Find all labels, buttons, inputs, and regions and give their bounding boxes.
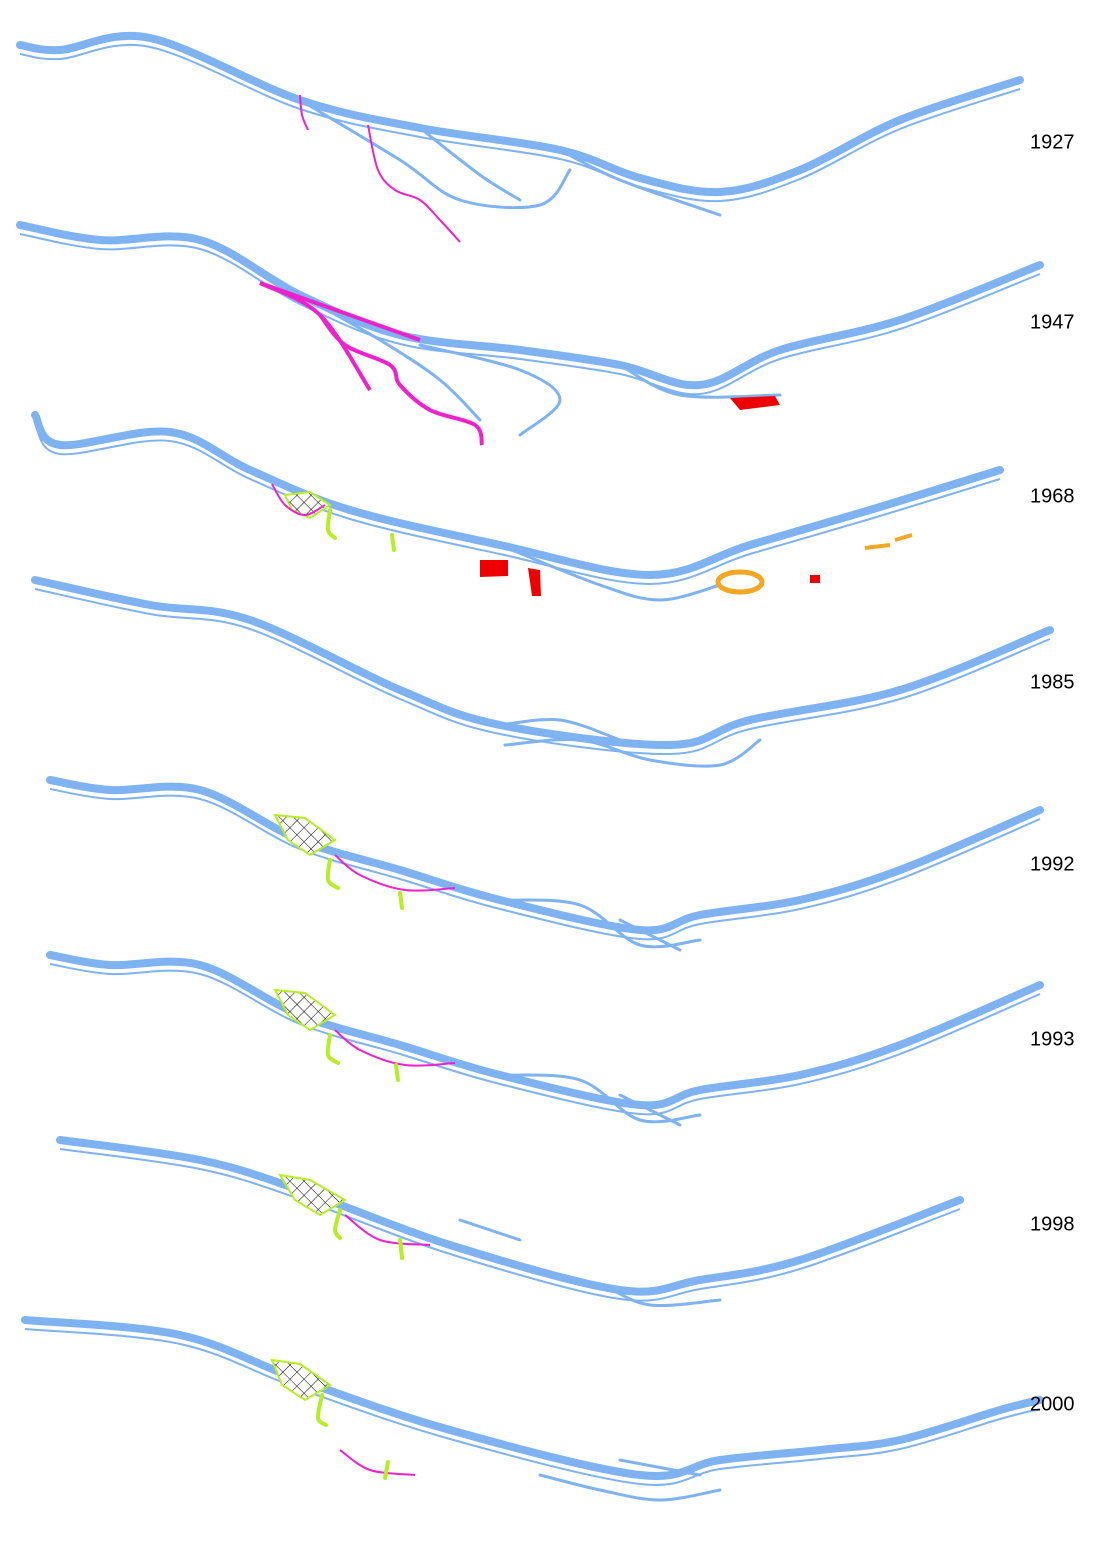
- side-channel: [300, 295, 480, 420]
- magenta-line: [260, 283, 420, 340]
- side-channel: [420, 345, 560, 435]
- secondary-channel: [25, 1329, 1040, 1485]
- main-channel: [60, 1140, 960, 1292]
- green-structure: [400, 893, 402, 908]
- map-panel: 1998: [60, 1140, 1075, 1306]
- magenta-line: [340, 1450, 415, 1475]
- secondary-channel: [60, 1149, 960, 1301]
- year-label: 1985: [1030, 671, 1075, 693]
- year-label: 1927: [1030, 131, 1075, 153]
- green-structure: [400, 1240, 402, 1258]
- main-channel: [50, 780, 1040, 930]
- red-area: [730, 396, 780, 410]
- map-panel: 1992: [50, 780, 1075, 950]
- map-panel: 1993: [50, 955, 1075, 1125]
- orange-area: [718, 572, 762, 592]
- year-label: 1993: [1030, 1028, 1075, 1050]
- secondary-channel: [20, 45, 1020, 201]
- side-channel: [460, 1220, 520, 1240]
- green-structure: [385, 1462, 388, 1478]
- orange-area: [865, 535, 912, 548]
- map-panel: 2000: [25, 1320, 1075, 1500]
- green-structure: [328, 1035, 338, 1063]
- year-label: 2000: [1030, 1393, 1075, 1415]
- red-area: [810, 575, 820, 583]
- map-panel: 1947: [20, 225, 1075, 445]
- year-label: 1968: [1030, 485, 1075, 507]
- main-channel: [50, 955, 1040, 1105]
- river-map: 1927 1947 1968 1985 1992 1993 1998 2000: [0, 0, 1102, 1554]
- year-label: 1947: [1030, 311, 1075, 333]
- red-area: [480, 560, 508, 577]
- green-structure: [335, 1210, 340, 1238]
- red-area: [528, 568, 541, 596]
- map-panel: 1927: [20, 36, 1075, 242]
- year-label: 1992: [1030, 853, 1075, 875]
- green-structure: [392, 535, 394, 550]
- main-channel: [20, 36, 1020, 192]
- map-panel: 1985: [35, 580, 1075, 766]
- secondary-channel: [50, 789, 1040, 939]
- green-structure: [328, 860, 338, 888]
- secondary-channel: [35, 424, 1000, 584]
- map-panel: 1968: [35, 415, 1075, 600]
- green-structure: [318, 1395, 326, 1425]
- green-structure: [396, 1065, 398, 1080]
- secondary-channel: [50, 964, 1040, 1114]
- side-channel: [540, 1475, 720, 1500]
- magenta-line: [368, 125, 460, 242]
- main-channel: [35, 415, 1000, 575]
- year-label: 1998: [1030, 1213, 1075, 1235]
- secondary-channel: [20, 234, 1040, 394]
